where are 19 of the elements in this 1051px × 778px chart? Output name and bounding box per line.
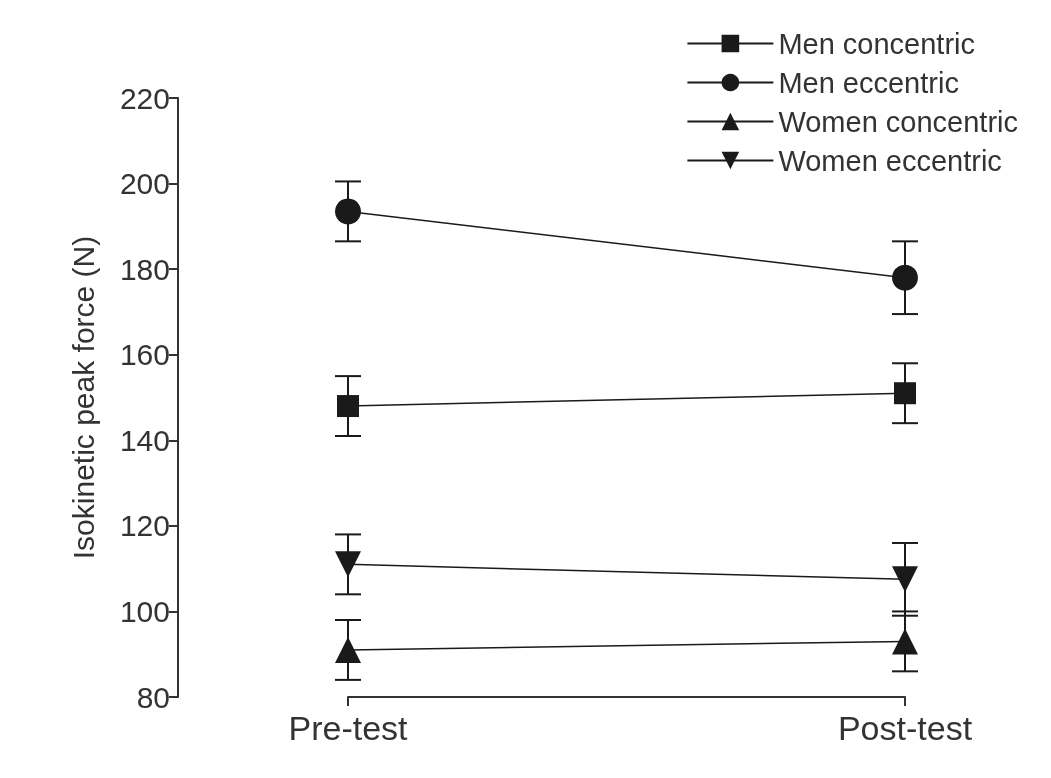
legend-label: Women concentric	[778, 105, 1019, 138]
y-tick-label: 160	[119, 338, 170, 372]
point	[892, 264, 918, 291]
y-tick-label: 140	[119, 423, 170, 457]
point	[335, 198, 361, 225]
y-tick-label: 180	[119, 252, 170, 286]
y-axis-title: Isokinetic peak force (N)	[66, 235, 100, 560]
y-tick-label: 120	[119, 509, 170, 543]
legend-label: Men concentric	[778, 27, 976, 60]
legend-label: Men eccentric	[778, 66, 959, 99]
point	[894, 382, 916, 405]
y-tick-label: 200	[119, 167, 170, 201]
point	[337, 395, 359, 418]
y-tick-label: 100	[119, 594, 170, 628]
y-tick-label: 80	[136, 680, 170, 714]
x-tick-label: Pre-test	[288, 709, 409, 747]
x-tick-label: Post-test	[837, 709, 973, 747]
y-tick-label: 220	[119, 81, 170, 115]
legend-label: Women eccentric	[778, 144, 1002, 177]
